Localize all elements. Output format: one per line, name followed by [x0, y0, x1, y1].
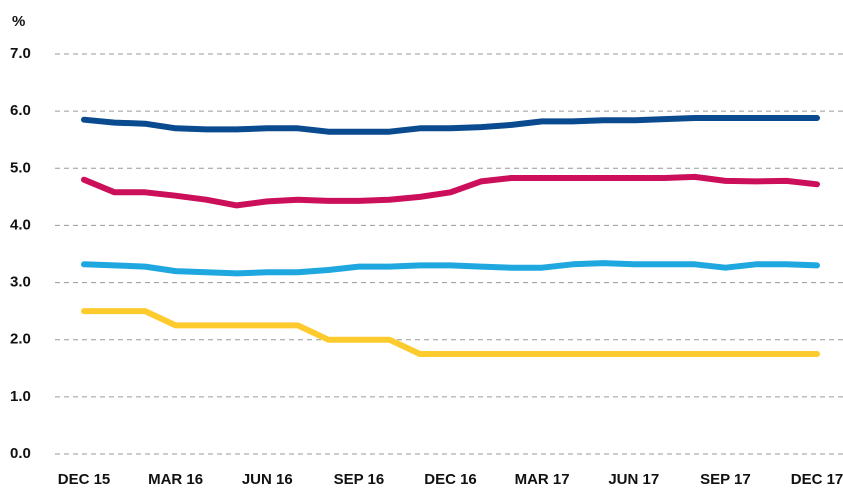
y-tick-label: 0.0 [10, 445, 31, 462]
x-tick-label: DEC 16 [424, 471, 477, 488]
y-tick-label: 3.0 [10, 274, 31, 291]
series-line [81, 173, 820, 209]
y-tick-label: 4.0 [10, 216, 31, 233]
x-tick-label: SEP 16 [334, 471, 385, 488]
x-tick-label: DEC 17 [791, 471, 843, 488]
y-tick-label: 2.0 [10, 331, 31, 348]
y-tick-label: 7.0 [10, 45, 31, 62]
series-line [81, 115, 820, 135]
series-line [81, 260, 820, 277]
x-tick-label: JUN 16 [242, 471, 293, 488]
x-tick-label: SEP 17 [700, 471, 751, 488]
series-line [81, 308, 820, 357]
x-tick-label: DEC 15 [58, 471, 111, 488]
y-tick-label: 6.0 [10, 102, 31, 119]
x-tick-label: JUN 17 [608, 471, 659, 488]
x-tick-label: MAR 16 [148, 471, 203, 488]
x-tick-label: MAR 17 [515, 471, 570, 488]
y-tick-label: 1.0 [10, 388, 31, 405]
y-tick-label: 5.0 [10, 159, 31, 176]
y-axis-label: % [12, 13, 25, 30]
